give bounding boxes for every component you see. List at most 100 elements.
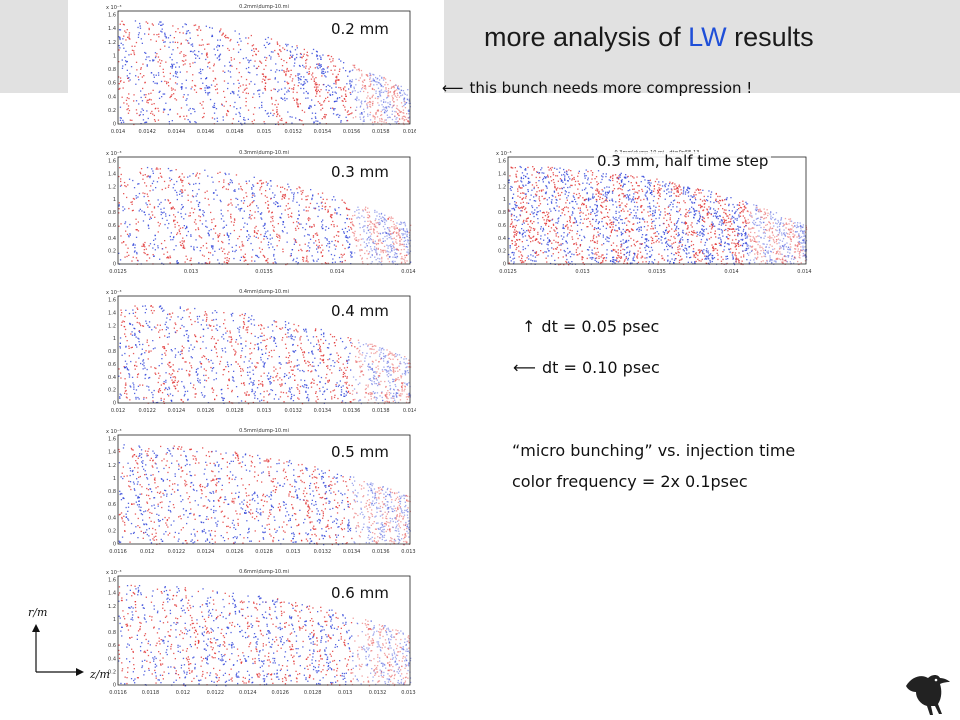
x-tick-label: 0.013 bbox=[184, 269, 198, 275]
x-tick-label: 0.013 bbox=[286, 549, 300, 555]
y-tick-label: 1.2 bbox=[108, 323, 116, 329]
title-lw: LW bbox=[688, 22, 727, 52]
plot-panel-0-4mm: 0.4mm\dump-10.mi x 10⁻³ 1.6 1.4 1.2 1 0.8 0.6 0.… bbox=[104, 287, 416, 415]
x-tick-label: 0.0158 bbox=[372, 129, 390, 135]
y-tick-label: 0.2 bbox=[108, 528, 116, 534]
x-tick-label: 0.013 bbox=[575, 269, 589, 275]
dt-up-text: dt = 0.05 psec bbox=[541, 317, 660, 336]
x-tick-label: 0.0122 bbox=[207, 690, 225, 696]
micro-bunching-line1: “micro bunching” vs. injection time bbox=[512, 441, 796, 460]
dt-left-text: dt = 0.10 psec bbox=[541, 358, 660, 377]
y-tick-label: 0 bbox=[113, 122, 116, 128]
x-tick-label: 0.0124 bbox=[197, 549, 215, 555]
x-tick-label: 0.013 bbox=[338, 690, 352, 696]
panel-label-0-4mm: 0.4 mm bbox=[328, 302, 392, 320]
plot-svg: 0.4mm\dump-10.mi x 10⁻³ 1.6 1.4 1.2 1 0.8 0.6 0.… bbox=[106, 289, 416, 414]
axis-r-label: r/m bbox=[28, 606, 48, 619]
y-tick-label: 0.4 bbox=[108, 94, 116, 100]
x-tick-label: 0.014 bbox=[111, 129, 125, 135]
plot-header: 0.6mm\dump-10.mi bbox=[239, 569, 289, 575]
x-tick-label: 0.0138 bbox=[372, 408, 390, 414]
x-tick-label: 0.0122 bbox=[138, 408, 156, 414]
y-tick-label: 0.2 bbox=[108, 108, 116, 114]
dt-up-note: ↑ dt = 0.05 psec bbox=[522, 317, 659, 336]
y-tick-label: 0.2 bbox=[108, 249, 116, 255]
x-tick-label: 0.0132 bbox=[369, 690, 387, 696]
y-tick-label: 1 bbox=[503, 197, 506, 203]
plot-header: 0.2mm\dump-10.mi bbox=[239, 4, 289, 10]
y-tick-label: 0 bbox=[113, 683, 116, 689]
x-tick-label: 0.0152 bbox=[284, 129, 302, 135]
x-tick-label: 0.0126 bbox=[226, 549, 244, 555]
up-arrow-icon: ↑ bbox=[522, 317, 536, 336]
y-tick-label: 0 bbox=[113, 262, 116, 268]
panel-label-0-2mm: 0.2 mm bbox=[328, 20, 392, 38]
particle-cloud bbox=[118, 444, 411, 546]
particle-cloud bbox=[118, 584, 412, 687]
y-tick-label: 1.6 bbox=[108, 13, 116, 19]
x-tick-label: 0.0116 bbox=[109, 549, 127, 555]
y-tick-label: 0.4 bbox=[498, 236, 506, 242]
plot-panel-0-2mm: 0.2mm\dump-10.mi x 10⁻³ 1.6 1.4 1.2 1 0.8 0.6 0.… bbox=[104, 2, 416, 136]
y-tick-label: 0.6 bbox=[108, 643, 116, 649]
y-tick-label: 0.6 bbox=[108, 502, 116, 508]
particle-cloud bbox=[118, 305, 412, 405]
micro-bunching-line2: color frequency = 2x 0.1psec bbox=[512, 472, 748, 491]
raven-logo-icon bbox=[906, 675, 950, 715]
y-tick-label: 0.4 bbox=[108, 515, 116, 521]
x-tick-label: 0.0125 bbox=[109, 269, 127, 275]
x-tick-label: 0.0156 bbox=[343, 129, 361, 135]
x-tick-label: 0.014 bbox=[330, 269, 344, 275]
y-tick-label: 0.4 bbox=[108, 375, 116, 381]
y-tick-label: 0 bbox=[503, 262, 506, 268]
x-tick-label: 0.0126 bbox=[197, 408, 215, 414]
panel-label-0-3mm: 0.3 mm bbox=[328, 163, 392, 181]
x-tick-label: 0.0134 bbox=[401, 690, 416, 696]
y-tick-label: 1.2 bbox=[108, 463, 116, 469]
x-tick-label: 0.0154 bbox=[314, 129, 332, 135]
x-tick-label: 0.0135 bbox=[648, 269, 666, 275]
y-tick-label: 0.8 bbox=[108, 67, 116, 73]
y-tick-label: 0.4 bbox=[108, 236, 116, 242]
x-tick-label: 0.012 bbox=[176, 690, 190, 696]
y-tick-label: 1.4 bbox=[108, 171, 116, 177]
y-tick-label: 0.8 bbox=[498, 210, 506, 216]
y-tick-label: 0.4 bbox=[108, 656, 116, 662]
plot-header: 0.3mm\dump-10.mi bbox=[239, 150, 289, 156]
panel-label-half-step: 0.3 mm, half time step bbox=[594, 152, 772, 170]
plot-exponent: x 10⁻³ bbox=[106, 290, 122, 296]
y-tick-label: 1.6 bbox=[498, 159, 506, 165]
y-tick-label: 0.2 bbox=[498, 249, 506, 255]
x-tick-label: 0.015 bbox=[257, 129, 271, 135]
y-tick-label: 1.2 bbox=[498, 184, 506, 190]
y-tick-label: 1.4 bbox=[108, 450, 116, 456]
y-tick-label: 1.4 bbox=[108, 591, 116, 597]
compression-note-text: this bunch needs more compression ! bbox=[469, 79, 753, 97]
left-arrow-icon: ⟵ bbox=[442, 79, 464, 97]
plot-frame bbox=[117, 434, 411, 545]
axis-z-label: z/m bbox=[90, 668, 110, 681]
y-tick-label: 0.6 bbox=[108, 81, 116, 87]
x-tick-label: 0.0144 bbox=[168, 129, 186, 135]
x-tick-label: 0.0128 bbox=[304, 690, 322, 696]
plot-frame bbox=[117, 10, 411, 125]
x-tick-label: 0.0142 bbox=[138, 129, 156, 135]
x-tick-label: 0.0136 bbox=[343, 408, 361, 414]
y-tick-label: 1.4 bbox=[108, 310, 116, 316]
plot-frame bbox=[117, 575, 411, 686]
left-arrow-icon: ⟵ bbox=[513, 358, 536, 377]
particle-cloud bbox=[508, 165, 808, 266]
x-tick-label: 0.0148 bbox=[226, 129, 244, 135]
panel-label-0-6mm: 0.6 mm bbox=[328, 584, 392, 602]
plot-svg: 0.6mm\dump-10.mi x 10⁻³ 1.6 1.4 1.2 1 0.8 0.6 0.… bbox=[106, 569, 416, 696]
slide-title: more analysis of LW results bbox=[484, 22, 814, 53]
panel-label-0-5mm: 0.5 mm bbox=[328, 443, 392, 461]
x-tick-label: 0.0116 bbox=[109, 690, 127, 696]
y-tick-label: 1.6 bbox=[108, 298, 116, 304]
x-tick-label: 0.0122 bbox=[168, 549, 186, 555]
y-tick-label: 0.6 bbox=[108, 362, 116, 368]
y-tick-label: 1 bbox=[113, 53, 116, 59]
x-tick-label: 0.0124 bbox=[239, 690, 257, 696]
y-tick-label: 1.4 bbox=[108, 26, 116, 32]
y-tick-label: 1.4 bbox=[498, 171, 506, 177]
